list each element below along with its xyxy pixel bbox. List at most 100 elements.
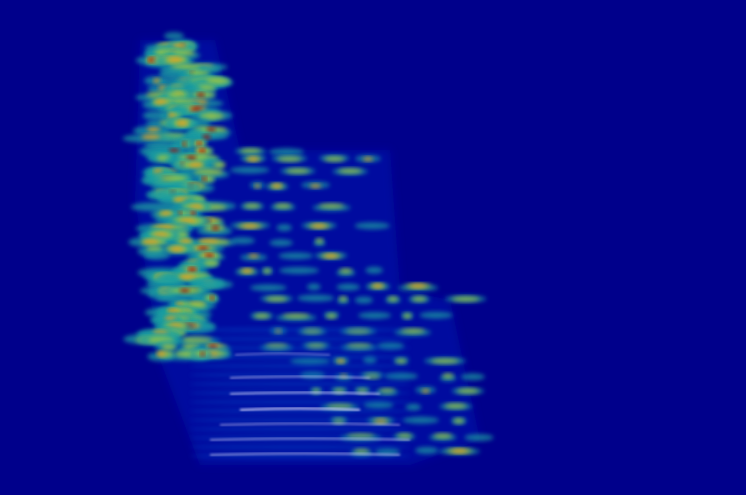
streak: [451, 296, 480, 302]
streak: [200, 352, 205, 356]
streak: [230, 166, 270, 174]
streak: [194, 169, 224, 175]
streak: [146, 127, 161, 133]
streak: [339, 268, 353, 274]
streak: [190, 426, 410, 432]
streak: [190, 444, 410, 450]
streak: [372, 284, 383, 288]
streak: [144, 251, 170, 260]
streak: [178, 274, 198, 280]
streak: [180, 239, 192, 245]
streak: [175, 302, 183, 308]
streak: [278, 266, 320, 274]
streak: [190, 363, 410, 369]
streak: [168, 149, 180, 153]
streak: [365, 266, 383, 274]
streak: [253, 313, 270, 319]
streak: [143, 239, 159, 245]
streak: [336, 283, 361, 291]
streak: [179, 289, 190, 293]
streak: [315, 238, 324, 244]
streak: [176, 120, 189, 126]
glint-line: [234, 352, 331, 356]
streak: [412, 296, 427, 302]
streak: [265, 296, 288, 302]
streak: [419, 311, 453, 319]
streak: [274, 203, 292, 209]
streak: [170, 64, 201, 70]
streak: [244, 203, 261, 209]
streak: [362, 157, 374, 161]
streak: [242, 269, 253, 273]
streak: [358, 311, 392, 319]
streak: [210, 296, 215, 300]
streak: [141, 134, 161, 140]
streak: [158, 68, 188, 80]
streak: [338, 168, 363, 174]
streak: [326, 313, 337, 319]
streak: [142, 110, 168, 121]
streak: [250, 284, 287, 292]
streak: [206, 128, 216, 132]
streak: [247, 157, 259, 161]
streak: [387, 296, 399, 302]
glint-line: [239, 407, 361, 411]
streak: [199, 149, 206, 153]
streak: [442, 373, 454, 379]
streak: [156, 351, 166, 357]
streak: [153, 232, 168, 238]
streak: [337, 359, 345, 363]
glint-line: [209, 437, 411, 441]
streak: [324, 254, 338, 258]
streak: [190, 336, 410, 342]
streak: [354, 296, 373, 304]
streak: [197, 142, 202, 146]
streak: [190, 417, 410, 423]
streak: [444, 403, 467, 409]
harmonic-glints: [209, 352, 411, 456]
streak: [172, 43, 187, 49]
streak: [146, 246, 162, 252]
streak: [431, 358, 459, 364]
streak: [277, 156, 302, 162]
streak: [202, 177, 207, 181]
streak: [213, 162, 226, 168]
streak: [167, 92, 183, 98]
streak: [154, 225, 175, 231]
streak: [248, 254, 260, 258]
glint-line: [209, 452, 401, 456]
streak: [173, 50, 195, 56]
streak: [191, 107, 203, 111]
streak: [278, 252, 314, 260]
streak: [339, 296, 348, 302]
streak: [202, 135, 211, 139]
streak: [402, 416, 440, 424]
streak: [167, 309, 181, 315]
streak: [205, 254, 214, 258]
streak: [254, 184, 261, 188]
streak: [460, 373, 485, 381]
streak: [354, 222, 390, 230]
streak: [272, 184, 282, 188]
streak: [199, 239, 219, 245]
streak: [307, 283, 321, 291]
streak: [179, 218, 197, 224]
streak: [453, 418, 465, 424]
streak: [456, 388, 479, 394]
streak: [199, 113, 225, 119]
streak: [403, 313, 412, 319]
streak: [318, 203, 345, 209]
streak: [451, 449, 468, 453]
streak: [324, 156, 345, 162]
streak: [353, 448, 370, 454]
streak: [205, 78, 230, 84]
streak: [168, 57, 183, 63]
streak: [155, 293, 203, 303]
streak: [421, 389, 430, 393]
streak: [309, 184, 322, 188]
streak: [189, 71, 210, 77]
streak: [161, 344, 176, 350]
streak: [186, 302, 207, 308]
streak: [194, 280, 234, 289]
